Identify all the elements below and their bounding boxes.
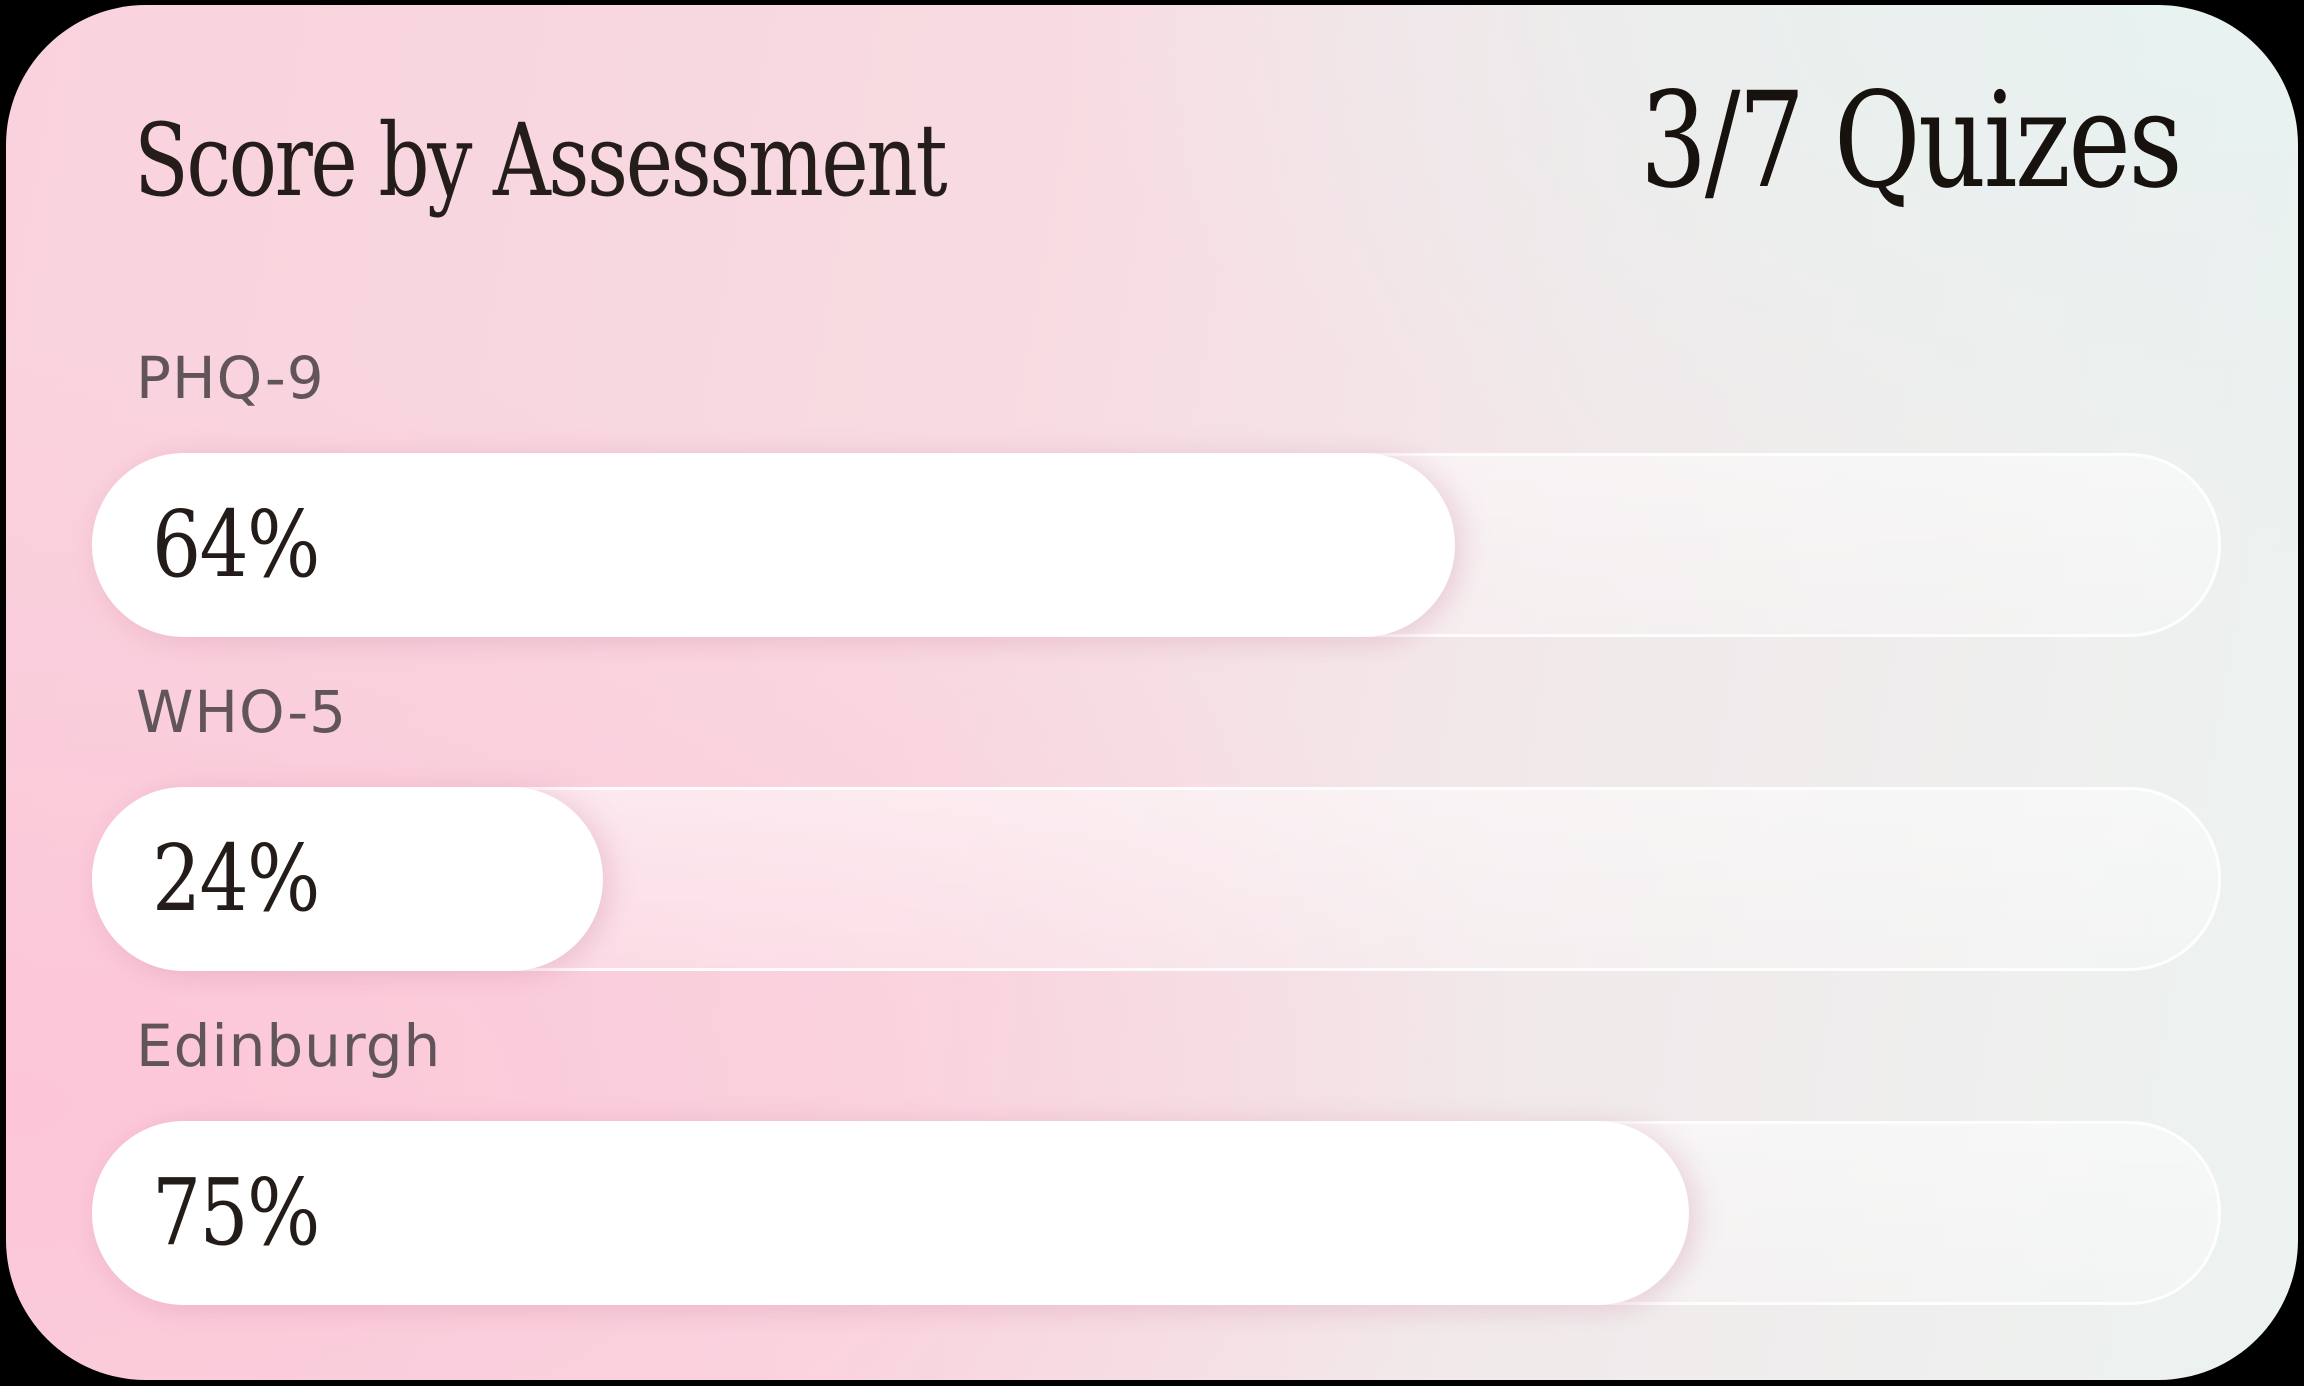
progress-value-phq9: 64% (152, 491, 320, 598)
progress-track-who5: 24% (92, 787, 2221, 971)
progress-fill-edinburgh: 75% (92, 1121, 1689, 1305)
progress-track-edinburgh: 75% (92, 1121, 2221, 1305)
progress-fill-who5: 24% (92, 787, 603, 971)
quiz-counter: 3/7 Quizes (1639, 64, 2183, 218)
progress-track-phq9: 64% (92, 453, 2221, 637)
score-card: Score by Assessment 3/7 Quizes PHQ-9 64%… (6, 5, 2298, 1380)
progress-fill-phq9: 64% (92, 453, 1455, 637)
assessment-label-phq9: PHQ-9 (136, 344, 325, 412)
progress-value-edinburgh: 75% (152, 1159, 320, 1266)
assessment-label-edinburgh: Edinburgh (136, 1012, 442, 1080)
progress-value-who5: 24% (152, 825, 320, 932)
card-title: Score by Assessment (134, 102, 948, 219)
assessment-label-who5: WHO-5 (136, 678, 348, 746)
card-header: Score by Assessment 3/7 Quizes (134, 64, 2183, 219)
